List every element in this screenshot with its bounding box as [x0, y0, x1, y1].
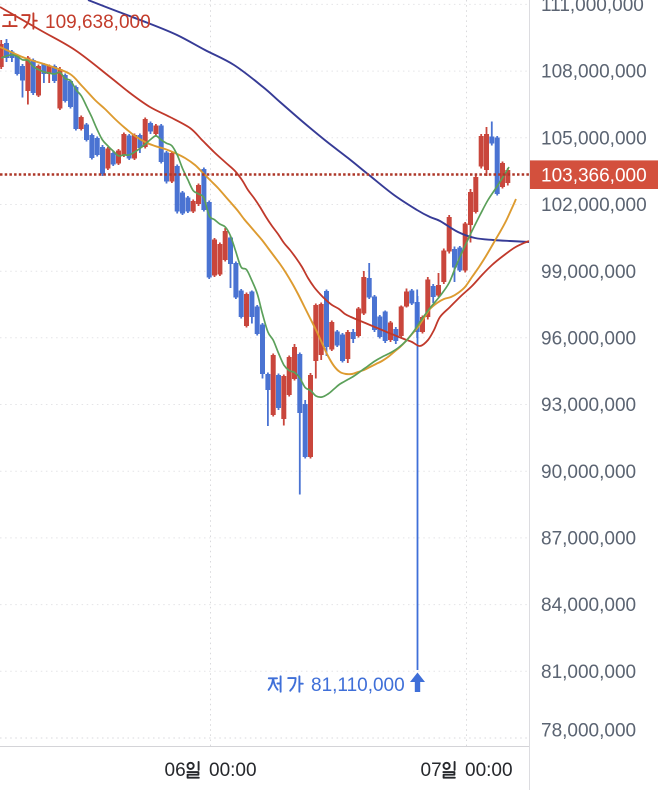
svg-text:06: 06	[165, 760, 186, 781]
svg-text:00:00: 00:00	[209, 760, 257, 781]
svg-text:07: 07	[421, 760, 442, 781]
svg-text:78,000,000: 78,000,000	[541, 721, 636, 742]
svg-text:96,000,000: 96,000,000	[541, 328, 636, 349]
svg-text:99,000,000: 99,000,000	[541, 262, 636, 283]
svg-text:87,000,000: 87,000,000	[541, 529, 636, 550]
svg-text:111,000,000: 111,000,000	[541, 0, 644, 16]
svg-text:102,000,000: 102,000,000	[541, 195, 647, 216]
svg-text:81,000,000: 81,000,000	[541, 662, 636, 683]
svg-text:109,638,000: 109,638,000	[45, 12, 151, 33]
svg-text:93,000,000: 93,000,000	[541, 395, 636, 416]
svg-text:108,000,000: 108,000,000	[541, 62, 647, 83]
svg-text:84,000,000: 84,000,000	[541, 595, 636, 616]
svg-text:105,000,000: 105,000,000	[541, 128, 647, 149]
svg-text:00:00: 00:00	[465, 760, 513, 781]
svg-text:90,000,000: 90,000,000	[541, 462, 636, 483]
svg-text:103,366,000: 103,366,000	[541, 166, 647, 187]
svg-text:81,110,000: 81,110,000	[311, 675, 405, 696]
